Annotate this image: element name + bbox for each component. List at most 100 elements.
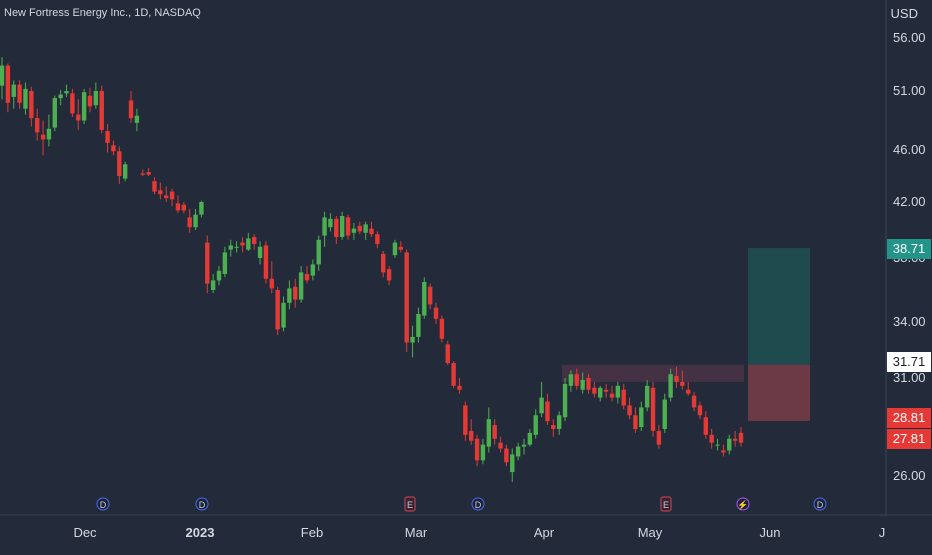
candle-body [580,379,585,390]
candle-body [603,389,609,392]
candle-body [351,228,357,233]
candle [5,63,11,113]
candle-body [504,448,509,463]
resistance-zone [562,364,744,382]
candle-body [445,344,450,364]
earnings-marker[interactable]: E [660,496,672,512]
candle [58,89,63,106]
candle [76,99,81,130]
candle [392,239,398,258]
candle [199,200,204,218]
candle [609,385,615,402]
candle [410,325,415,358]
candle [680,370,685,390]
candle [586,374,591,394]
candle [457,378,462,394]
dividend-marker[interactable]: D [471,497,485,511]
candle [721,444,726,457]
candle-body [422,282,427,316]
candle-body [29,91,34,119]
candle [181,202,187,214]
candle [316,235,321,271]
candle-body [175,203,181,211]
candle-body [228,245,233,250]
candle-body [480,444,486,461]
candle [257,241,263,265]
target-price-tag: 38.71 [887,239,931,259]
candle-body [644,385,650,408]
candle-body [298,272,304,300]
candle [433,302,439,324]
candle-body [345,217,351,236]
candle [81,88,87,125]
candle-body [474,438,480,461]
candle [70,88,75,117]
candle [246,232,251,251]
candle-body [140,173,145,175]
candle [322,211,327,247]
candle-body [17,84,22,103]
candle-body [87,95,93,107]
dividend-marker[interactable]: D [813,497,827,511]
candle-body [709,434,714,443]
candle [469,419,474,445]
candle [339,211,345,240]
candle-body [216,270,222,281]
candle-body [263,245,269,279]
candle-body [251,237,257,244]
candle [633,407,638,433]
split-marker[interactable]: ⚡ [736,497,750,511]
candle-body [615,385,621,398]
candle [11,80,16,109]
candle [293,278,298,308]
dividend-marker[interactable]: D [96,497,110,511]
candle-body [64,91,69,94]
candle-body [545,401,550,422]
candle [187,209,192,233]
profit-zone [748,248,810,365]
marker-label: E [663,500,669,510]
candle [210,274,216,294]
candle-body [222,252,228,274]
candle [169,189,175,207]
event-markers: D D E D E ⚡ D [96,496,827,512]
candle-body [398,246,404,250]
candle [175,195,181,214]
loss-zone [748,364,810,421]
candle-body [187,217,192,228]
candle-body [275,290,280,330]
candle [422,277,427,319]
candle-body [246,238,251,250]
candle-body [134,115,140,123]
candle [287,280,292,310]
candle [152,177,157,195]
candle [34,108,40,141]
candle-body [621,389,626,406]
candle-body [686,389,691,394]
candle [697,401,703,420]
x-tick-label: J [879,525,886,540]
dividend-marker[interactable]: D [195,497,209,511]
candle-body [205,242,210,284]
candle [298,266,304,303]
candle-body [697,405,703,416]
entry-price-tag: 31.71 [887,352,931,372]
candle [357,221,362,235]
candle [17,80,22,109]
candle [164,186,169,202]
candle-body [463,405,468,435]
candle [603,383,609,398]
candle-body [122,164,128,179]
candle-body [510,454,515,473]
candle [662,393,667,433]
candle [369,221,374,237]
last-price-tag: 27.81 [887,429,931,449]
candle [732,430,738,447]
candle-body [562,383,568,418]
candle-body [527,432,533,445]
earnings-marker[interactable]: E [404,496,416,512]
candle-body [592,387,597,394]
candle [568,370,574,392]
y-tick-label: 46.00 [893,142,926,157]
